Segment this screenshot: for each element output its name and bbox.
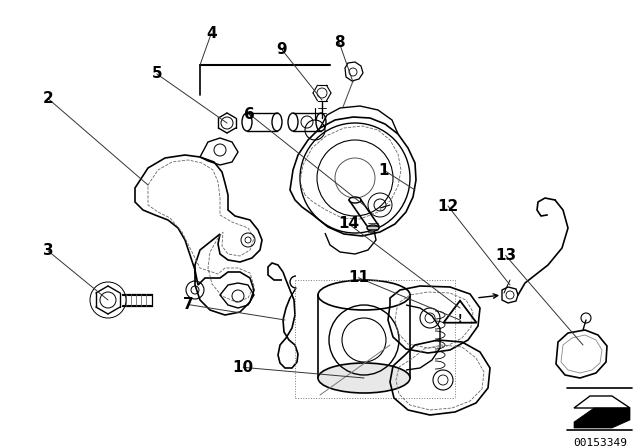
Text: 14: 14 [338, 216, 360, 232]
Text: 10: 10 [232, 360, 254, 375]
Text: 5: 5 [152, 66, 162, 82]
Text: 2: 2 [43, 91, 53, 106]
Text: 4: 4 [206, 26, 216, 41]
Text: 7: 7 [184, 297, 194, 312]
Text: !: ! [458, 314, 462, 324]
Text: 00153349: 00153349 [573, 438, 627, 448]
Text: 6: 6 [244, 107, 255, 122]
Text: 1: 1 [379, 163, 389, 178]
Polygon shape [574, 408, 630, 428]
Text: 13: 13 [495, 248, 516, 263]
Text: 8: 8 [334, 35, 344, 50]
Text: 12: 12 [437, 198, 459, 214]
Ellipse shape [367, 225, 379, 231]
Text: 9: 9 [276, 42, 287, 57]
Text: 11: 11 [348, 270, 369, 285]
Ellipse shape [318, 363, 410, 393]
Text: 3: 3 [43, 243, 53, 258]
